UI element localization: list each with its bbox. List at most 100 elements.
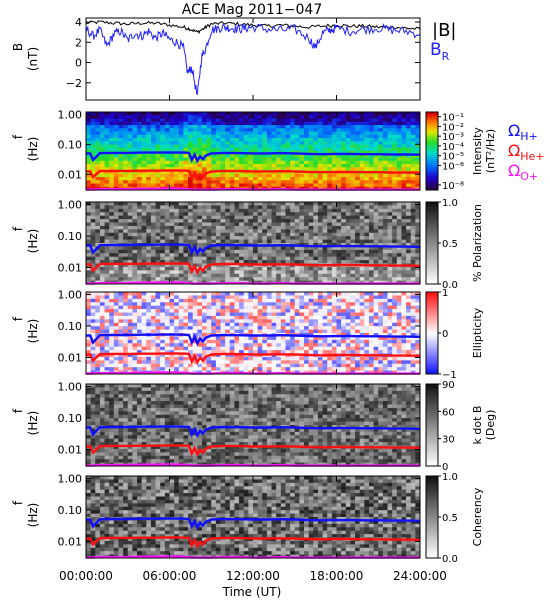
panel1-cell: [123, 144, 129, 149]
panel1-cell: [308, 154, 314, 158]
panel1-cell: [336, 112, 342, 116]
panel2-cell: [327, 236, 333, 240]
panel1-cell: [104, 170, 110, 175]
panel1-cell: [327, 121, 333, 126]
panel2-cell: [415, 212, 421, 217]
panel2-cell: [257, 225, 263, 230]
panel1-cell: [317, 160, 323, 165]
panel3-cell: [183, 353, 189, 358]
panel1-cell: [401, 147, 407, 152]
panel1-cell: [141, 180, 147, 184]
panel3-cell: [271, 356, 277, 361]
panel1-cell: [86, 154, 92, 158]
panel1-cell: [271, 183, 277, 188]
panel2-cell: [183, 208, 189, 213]
panel1-cell: [406, 144, 412, 149]
panel2-cell: [248, 270, 254, 275]
panel1-cell: [141, 164, 147, 168]
panel2-cell: [183, 266, 189, 271]
panel2-cell: [192, 253, 198, 258]
panel2-cell: [253, 229, 259, 234]
panel1-cell: [104, 147, 110, 152]
panel2-cell: [239, 270, 245, 275]
panel3-cell: [253, 339, 259, 344]
panel3-cell: [308, 292, 314, 296]
panel1-colorbar-cell: [426, 184, 438, 187]
panel1-cell: [341, 125, 347, 129]
panel2-cell: [169, 212, 175, 217]
panel3-cell: [146, 363, 152, 368]
panel2-cell: [229, 219, 235, 223]
panel2-cell: [127, 260, 133, 264]
panel1-cell: [146, 167, 152, 171]
panel3-cell: [271, 339, 277, 344]
panel2-cell: [410, 249, 416, 254]
panel2-cell: [99, 232, 105, 237]
panel2-cell: [308, 215, 314, 220]
panel2-cell: [141, 270, 147, 275]
panel3-cell: [127, 353, 133, 358]
panel3-cell: [155, 360, 161, 365]
panel1-cell: [345, 154, 351, 158]
panel3-cell: [304, 326, 310, 330]
panel1-cell: [206, 112, 212, 116]
panel1-cell: [137, 147, 143, 152]
panel3-cell: [220, 295, 226, 300]
panel1-cell: [174, 160, 180, 165]
panel3-cell: [137, 329, 143, 334]
panel1-cell: [215, 177, 221, 181]
panel3-cell: [206, 360, 212, 365]
panel1-colorbar-cell: [426, 119, 438, 123]
panel2-cell: [197, 219, 203, 223]
panel1-cell: [368, 180, 375, 184]
panel3-cell: [285, 363, 291, 368]
panel3-cell: [150, 343, 156, 348]
panel3-cell: [336, 326, 342, 330]
panel2-cell: [220, 273, 226, 278]
panel3-cell: [99, 367, 105, 371]
panel3-cell: [155, 315, 161, 320]
panel2-cell: [243, 229, 249, 234]
panel1-cell: [160, 138, 166, 142]
panel2-cell: [160, 225, 166, 230]
panel1-cell: [192, 180, 198, 184]
panel3-cell: [239, 322, 245, 327]
panel3-cell: [160, 360, 166, 365]
panel1-cell: [178, 157, 184, 162]
panel3-cell: [317, 367, 323, 371]
panel2-colorbar-cell: [426, 220, 438, 223]
panel3-cell: [262, 312, 268, 317]
panel1-cell: [118, 115, 124, 119]
panel2-cell: [257, 236, 263, 240]
panel2-cell: [290, 246, 296, 251]
panel1-cell: [322, 154, 328, 158]
panel1-cell: [192, 125, 198, 129]
panel2-cell: [146, 219, 152, 223]
panel3-cell: [183, 356, 189, 361]
panel1-cell: [188, 125, 194, 129]
panel2-cell: [373, 249, 379, 254]
panel1-cell: [308, 144, 314, 149]
panel3-cell: [341, 292, 347, 296]
panel1-cell: [262, 180, 268, 184]
panel2-cell: [215, 225, 221, 230]
panel2-cell: [345, 270, 351, 275]
panel2-cell: [248, 260, 254, 264]
panel1-cell: [90, 151, 96, 155]
panel3-cell: [137, 315, 143, 320]
panel2-cell: [350, 270, 356, 275]
panel3-cell: [99, 353, 105, 358]
panel1-cell: [118, 164, 124, 168]
panel3-cell: [327, 292, 333, 296]
panel2-cell: [262, 256, 268, 261]
panel3-cell: [113, 309, 119, 313]
panel2-cell: [253, 212, 259, 217]
panel3-cell: [150, 302, 156, 307]
panel1-cell: [271, 112, 277, 116]
panel3-cell: [299, 315, 305, 320]
panel2-cell: [164, 249, 170, 254]
panel1-cell: [229, 164, 235, 168]
panel2-cell: [141, 236, 147, 240]
panel3-cell: [294, 343, 300, 348]
panel2-cell: [132, 277, 138, 281]
